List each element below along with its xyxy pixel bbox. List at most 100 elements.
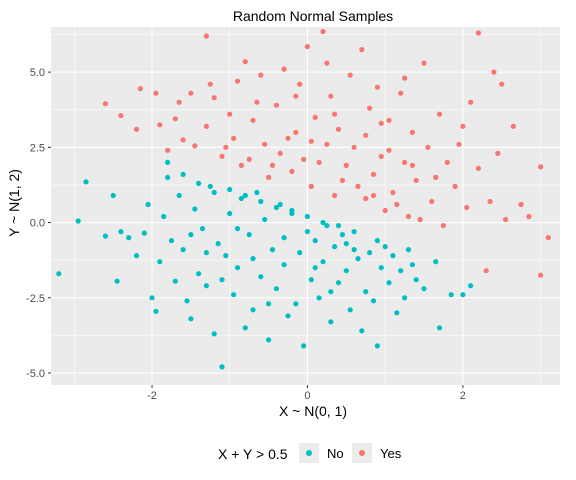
point-yes (332, 111, 338, 117)
point-no (238, 195, 244, 202)
point-no (328, 319, 334, 325)
point-no (273, 204, 279, 211)
point-no (312, 238, 318, 244)
point-no (176, 192, 182, 199)
point-no (293, 301, 299, 307)
point-no (343, 268, 349, 274)
point-no (269, 247, 276, 253)
point-yes (242, 59, 248, 65)
point-no (133, 253, 140, 259)
legend: X + Y > 0.5 No Yes (218, 443, 402, 463)
point-no (203, 250, 209, 256)
point-no (75, 218, 81, 224)
point-no (304, 229, 310, 235)
y-tick-label: 5.0 (30, 67, 45, 79)
point-no (394, 310, 400, 316)
point-no (83, 179, 89, 185)
point-no (402, 295, 408, 301)
point-yes (351, 144, 357, 150)
point-yes (503, 216, 509, 223)
point-yes (398, 90, 404, 96)
point-no (409, 262, 415, 268)
point-no (153, 308, 159, 314)
point-no (56, 271, 62, 277)
point-yes (363, 195, 369, 202)
point-yes (370, 171, 377, 177)
chart-title: Random Normal Samples (233, 8, 393, 24)
point-no (363, 289, 369, 295)
point-yes (176, 99, 182, 105)
point-no (110, 192, 116, 199)
point-no (180, 247, 186, 253)
point-no (374, 343, 380, 349)
point-yes (440, 223, 446, 229)
point-yes (328, 93, 334, 99)
point-no (227, 186, 233, 193)
point-no (359, 328, 365, 334)
point-yes (335, 126, 342, 132)
point-no (281, 235, 287, 241)
point-no (332, 244, 338, 250)
point-no (196, 180, 202, 186)
point-no (246, 232, 252, 238)
point-yes (172, 116, 178, 122)
point-no (250, 307, 256, 313)
point-no (405, 247, 412, 253)
point-yes (339, 177, 345, 183)
point-yes (188, 90, 194, 96)
point-no (258, 274, 264, 280)
point-no (184, 298, 190, 304)
point-yes (425, 144, 431, 150)
point-no (367, 250, 373, 256)
point-no (335, 223, 342, 229)
point-yes (308, 183, 314, 189)
point-no (413, 277, 419, 283)
point-yes (273, 102, 279, 108)
point-yes (367, 105, 373, 111)
point-yes (444, 159, 450, 165)
point-yes (297, 81, 303, 87)
point-yes (487, 198, 493, 205)
point-yes (308, 138, 314, 144)
x-tick-label: 2 (460, 390, 466, 402)
point-yes (343, 162, 349, 168)
point-no (351, 247, 357, 253)
point-yes (402, 159, 408, 165)
point-yes (281, 66, 287, 72)
point-yes (324, 141, 330, 147)
point-no (234, 265, 241, 271)
point-no (219, 277, 225, 283)
x-tick-label: -2 (147, 390, 157, 402)
point-no (180, 171, 186, 177)
point-no (266, 301, 272, 307)
point-no (188, 316, 194, 322)
point-yes (293, 93, 299, 99)
point-yes (102, 101, 108, 107)
point-no (223, 253, 229, 259)
point-no (262, 216, 268, 223)
point-no (172, 278, 178, 284)
point-yes (386, 147, 392, 153)
point-yes (518, 201, 524, 208)
point-yes (510, 123, 516, 129)
point-no (242, 192, 248, 199)
point-yes (363, 132, 369, 138)
point-no (165, 174, 171, 180)
point-yes (464, 204, 470, 211)
point-yes (538, 164, 544, 170)
point-yes (421, 60, 427, 66)
point-yes (289, 168, 295, 174)
point-yes (312, 114, 318, 120)
point-yes (254, 99, 260, 105)
point-yes (118, 113, 124, 119)
point-no (114, 278, 120, 284)
point-no (168, 238, 175, 244)
point-no (308, 277, 314, 283)
point-no (161, 213, 167, 220)
point-no (351, 229, 357, 235)
point-no (320, 219, 326, 226)
point-no (390, 253, 396, 259)
point-no (339, 232, 345, 238)
y-axis-ticks: -5.0 -2.5 0.0 2.5 5.0 (26, 67, 51, 380)
point-no (370, 298, 377, 304)
